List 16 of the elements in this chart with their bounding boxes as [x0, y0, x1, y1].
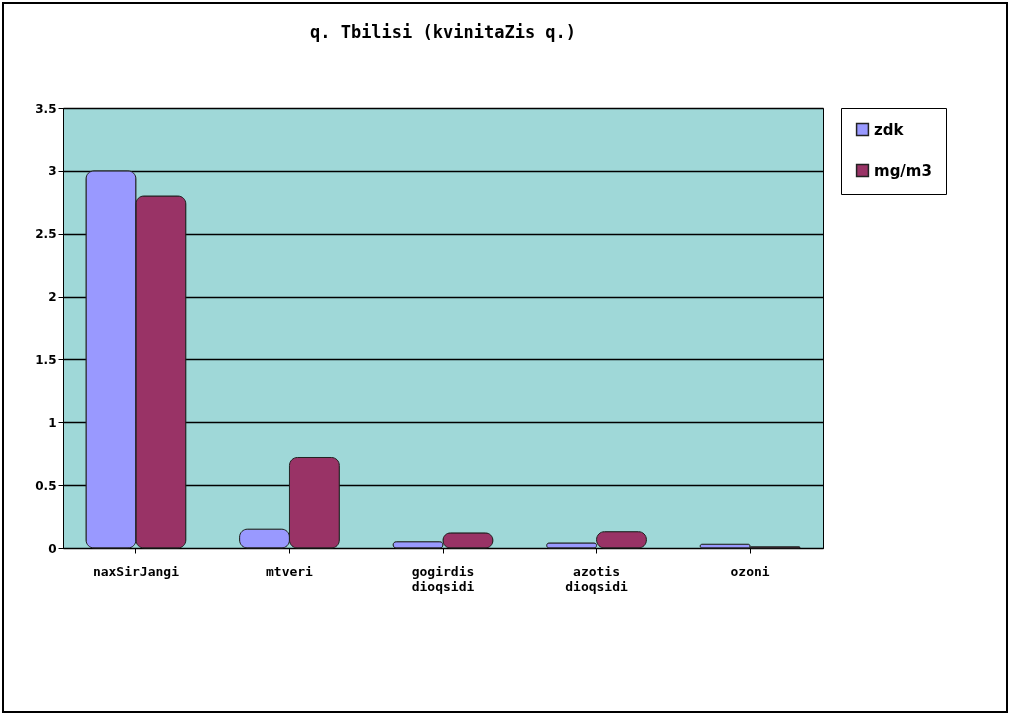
- x-tick-label: ozoni: [730, 563, 770, 579]
- x-tick-label: gogirdis dioqsidi: [411, 563, 475, 594]
- y-tick-label: 0.5: [35, 478, 57, 493]
- x-tick-label: azotis dioqsidi: [565, 563, 629, 594]
- legend-label: zdk: [874, 120, 905, 139]
- y-tick-label: 1.5: [35, 352, 57, 367]
- y-tick-label: 3: [48, 164, 57, 179]
- y-tick-label: 0: [48, 541, 57, 556]
- y-tick-label: 1: [48, 415, 57, 430]
- x-tick-label: mtveri: [265, 563, 314, 579]
- y-tick-label: 2.5: [35, 227, 57, 242]
- legend-label: mg/m3: [874, 161, 932, 180]
- x-tick-label: naxSirJangi: [92, 563, 180, 579]
- chart-title: q. Tbilisi (kvinitaZis q.): [309, 22, 577, 42]
- y-tick-label: 3.5: [35, 101, 57, 116]
- y-tick-label: 2: [48, 290, 57, 305]
